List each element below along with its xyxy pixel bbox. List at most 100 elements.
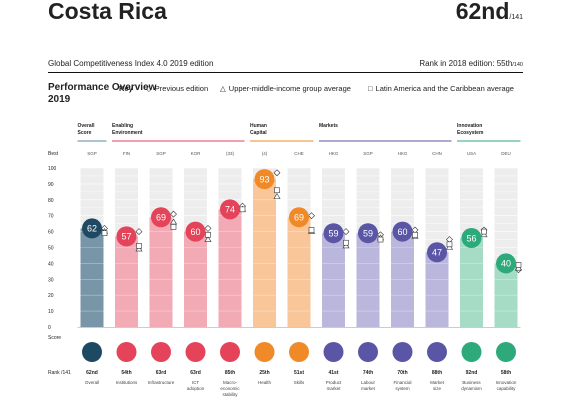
square-icon: □ — [368, 84, 373, 93]
best-performer-code: FIN — [123, 151, 130, 156]
pillar-rank: 63rd — [190, 370, 201, 376]
best-performer-code: USA — [467, 151, 476, 156]
score-bar — [287, 217, 311, 327]
best-performer-code: HKG — [329, 151, 339, 156]
previous-edition-marker — [204, 224, 212, 232]
pillar-name: stability — [222, 392, 238, 397]
group-label: Human — [250, 123, 267, 129]
previous-edition-marker — [308, 212, 315, 220]
pillar-name: Financial — [393, 380, 411, 385]
pillar-rank: 62nd — [86, 370, 98, 376]
pillar-rank: 58th — [501, 370, 511, 376]
best-performer-code: SGP — [87, 151, 97, 156]
income-average-marker — [273, 193, 281, 199]
score-value: 93 — [259, 174, 269, 184]
pillar-rank: 63rd — [156, 370, 167, 376]
pillar-rank: 92nd — [466, 370, 478, 376]
pillar-circle — [254, 342, 275, 362]
pillar-rank: 88th — [432, 370, 442, 376]
pillar-circle — [427, 342, 447, 362]
pillar-name: size — [433, 386, 441, 391]
region-average-marker — [101, 230, 108, 236]
score-bar — [80, 228, 104, 327]
group-label: Innovation — [457, 123, 482, 129]
pillar-name: Business — [462, 380, 481, 385]
score-circle — [151, 207, 171, 228]
previous-rank-total: /140 — [512, 62, 523, 68]
y-tick-label: 80 — [48, 198, 54, 204]
score-circle — [82, 218, 102, 239]
pillar-circle — [496, 342, 516, 362]
best-performer-code: CHN — [432, 151, 442, 156]
y-tick-label: 60 — [48, 230, 54, 236]
pillar-name: Innovation — [496, 380, 517, 385]
pillar-name: Macro- — [223, 380, 238, 385]
score-circle — [358, 223, 378, 244]
region-average-marker — [377, 236, 384, 243]
previous-edition-marker — [273, 169, 281, 177]
score-value: 47 — [432, 248, 442, 258]
score-bar — [184, 231, 207, 327]
group-label: Environment — [112, 130, 143, 136]
triangle-icon: △ — [220, 84, 226, 93]
score-bar — [149, 217, 173, 327]
legend-key-label: Key — [119, 84, 133, 93]
pillar-rank: 85th — [225, 370, 235, 376]
legend-income-avg: △ Upper-middle-income group average — [220, 84, 351, 93]
score-value: 59 — [328, 228, 338, 238]
best-performer-code: SGP — [156, 151, 166, 156]
previous-edition-marker — [342, 228, 350, 236]
score-row-label: Score — [48, 335, 61, 341]
pillar-rank: 70th — [397, 370, 407, 376]
pillar-name: Health — [258, 380, 272, 385]
y-tick-label: 90 — [48, 182, 54, 188]
score-bar — [460, 237, 483, 327]
score-circle — [461, 227, 482, 248]
score-circle — [392, 221, 413, 242]
score-value: 69 — [156, 213, 166, 223]
legend-previous: ◇ Previous edition — [146, 84, 208, 93]
best-row-label: Best — [48, 151, 59, 157]
legend-region-avg: □ Latin America and the Caribbean average — [368, 84, 514, 93]
best-performer-code: (4) — [262, 151, 268, 156]
pillar-rank: 41st — [328, 370, 338, 376]
score-bar — [115, 236, 138, 327]
best-performer-code: SGP — [363, 151, 373, 156]
legend-region-label: Latin America and the Caribbean average — [375, 84, 514, 93]
income-average-marker — [204, 235, 212, 242]
score-bar — [253, 179, 276, 327]
pillar-name: Product — [326, 380, 342, 385]
region-average-marker — [239, 206, 246, 213]
region-average-marker — [412, 231, 418, 238]
pillar-name: Market — [430, 380, 445, 385]
region-average-marker — [308, 227, 315, 233]
performance-title: Performance Overview 2019 — [48, 82, 157, 105]
score-circle — [496, 253, 516, 274]
pillar-name: dynamism — [461, 386, 482, 391]
best-performer-code: DEU — [501, 151, 511, 156]
score-value: 40 — [501, 259, 511, 269]
score-value: 60 — [397, 227, 407, 237]
y-tick-label: 100 — [48, 166, 57, 172]
pillar-name: Overall — [85, 380, 99, 385]
overall-rank: 62nd/141 — [420, 0, 523, 25]
score-bar — [494, 263, 518, 327]
y-tick-label: 20 — [48, 293, 54, 299]
pillar-rank: 51st — [294, 370, 304, 376]
score-value: 59 — [363, 228, 373, 238]
legend-previous-label: Previous edition — [154, 84, 209, 93]
pillar-name: adoption — [187, 386, 205, 391]
group-label: Markets — [319, 123, 338, 129]
y-tick-label: 40 — [48, 261, 54, 267]
region-average-marker — [446, 241, 453, 248]
pillar-circle — [185, 342, 206, 362]
pillar-name: Skills — [294, 380, 305, 385]
score-value: 62 — [87, 224, 97, 234]
rank-value: 62nd — [455, 0, 510, 24]
pillar-rank: 74th — [363, 370, 373, 376]
pillar-name: capability — [497, 386, 517, 391]
score-bar — [218, 209, 242, 327]
pillar-circle — [392, 342, 413, 362]
score-circle — [254, 169, 275, 190]
region-average-marker — [170, 224, 177, 230]
